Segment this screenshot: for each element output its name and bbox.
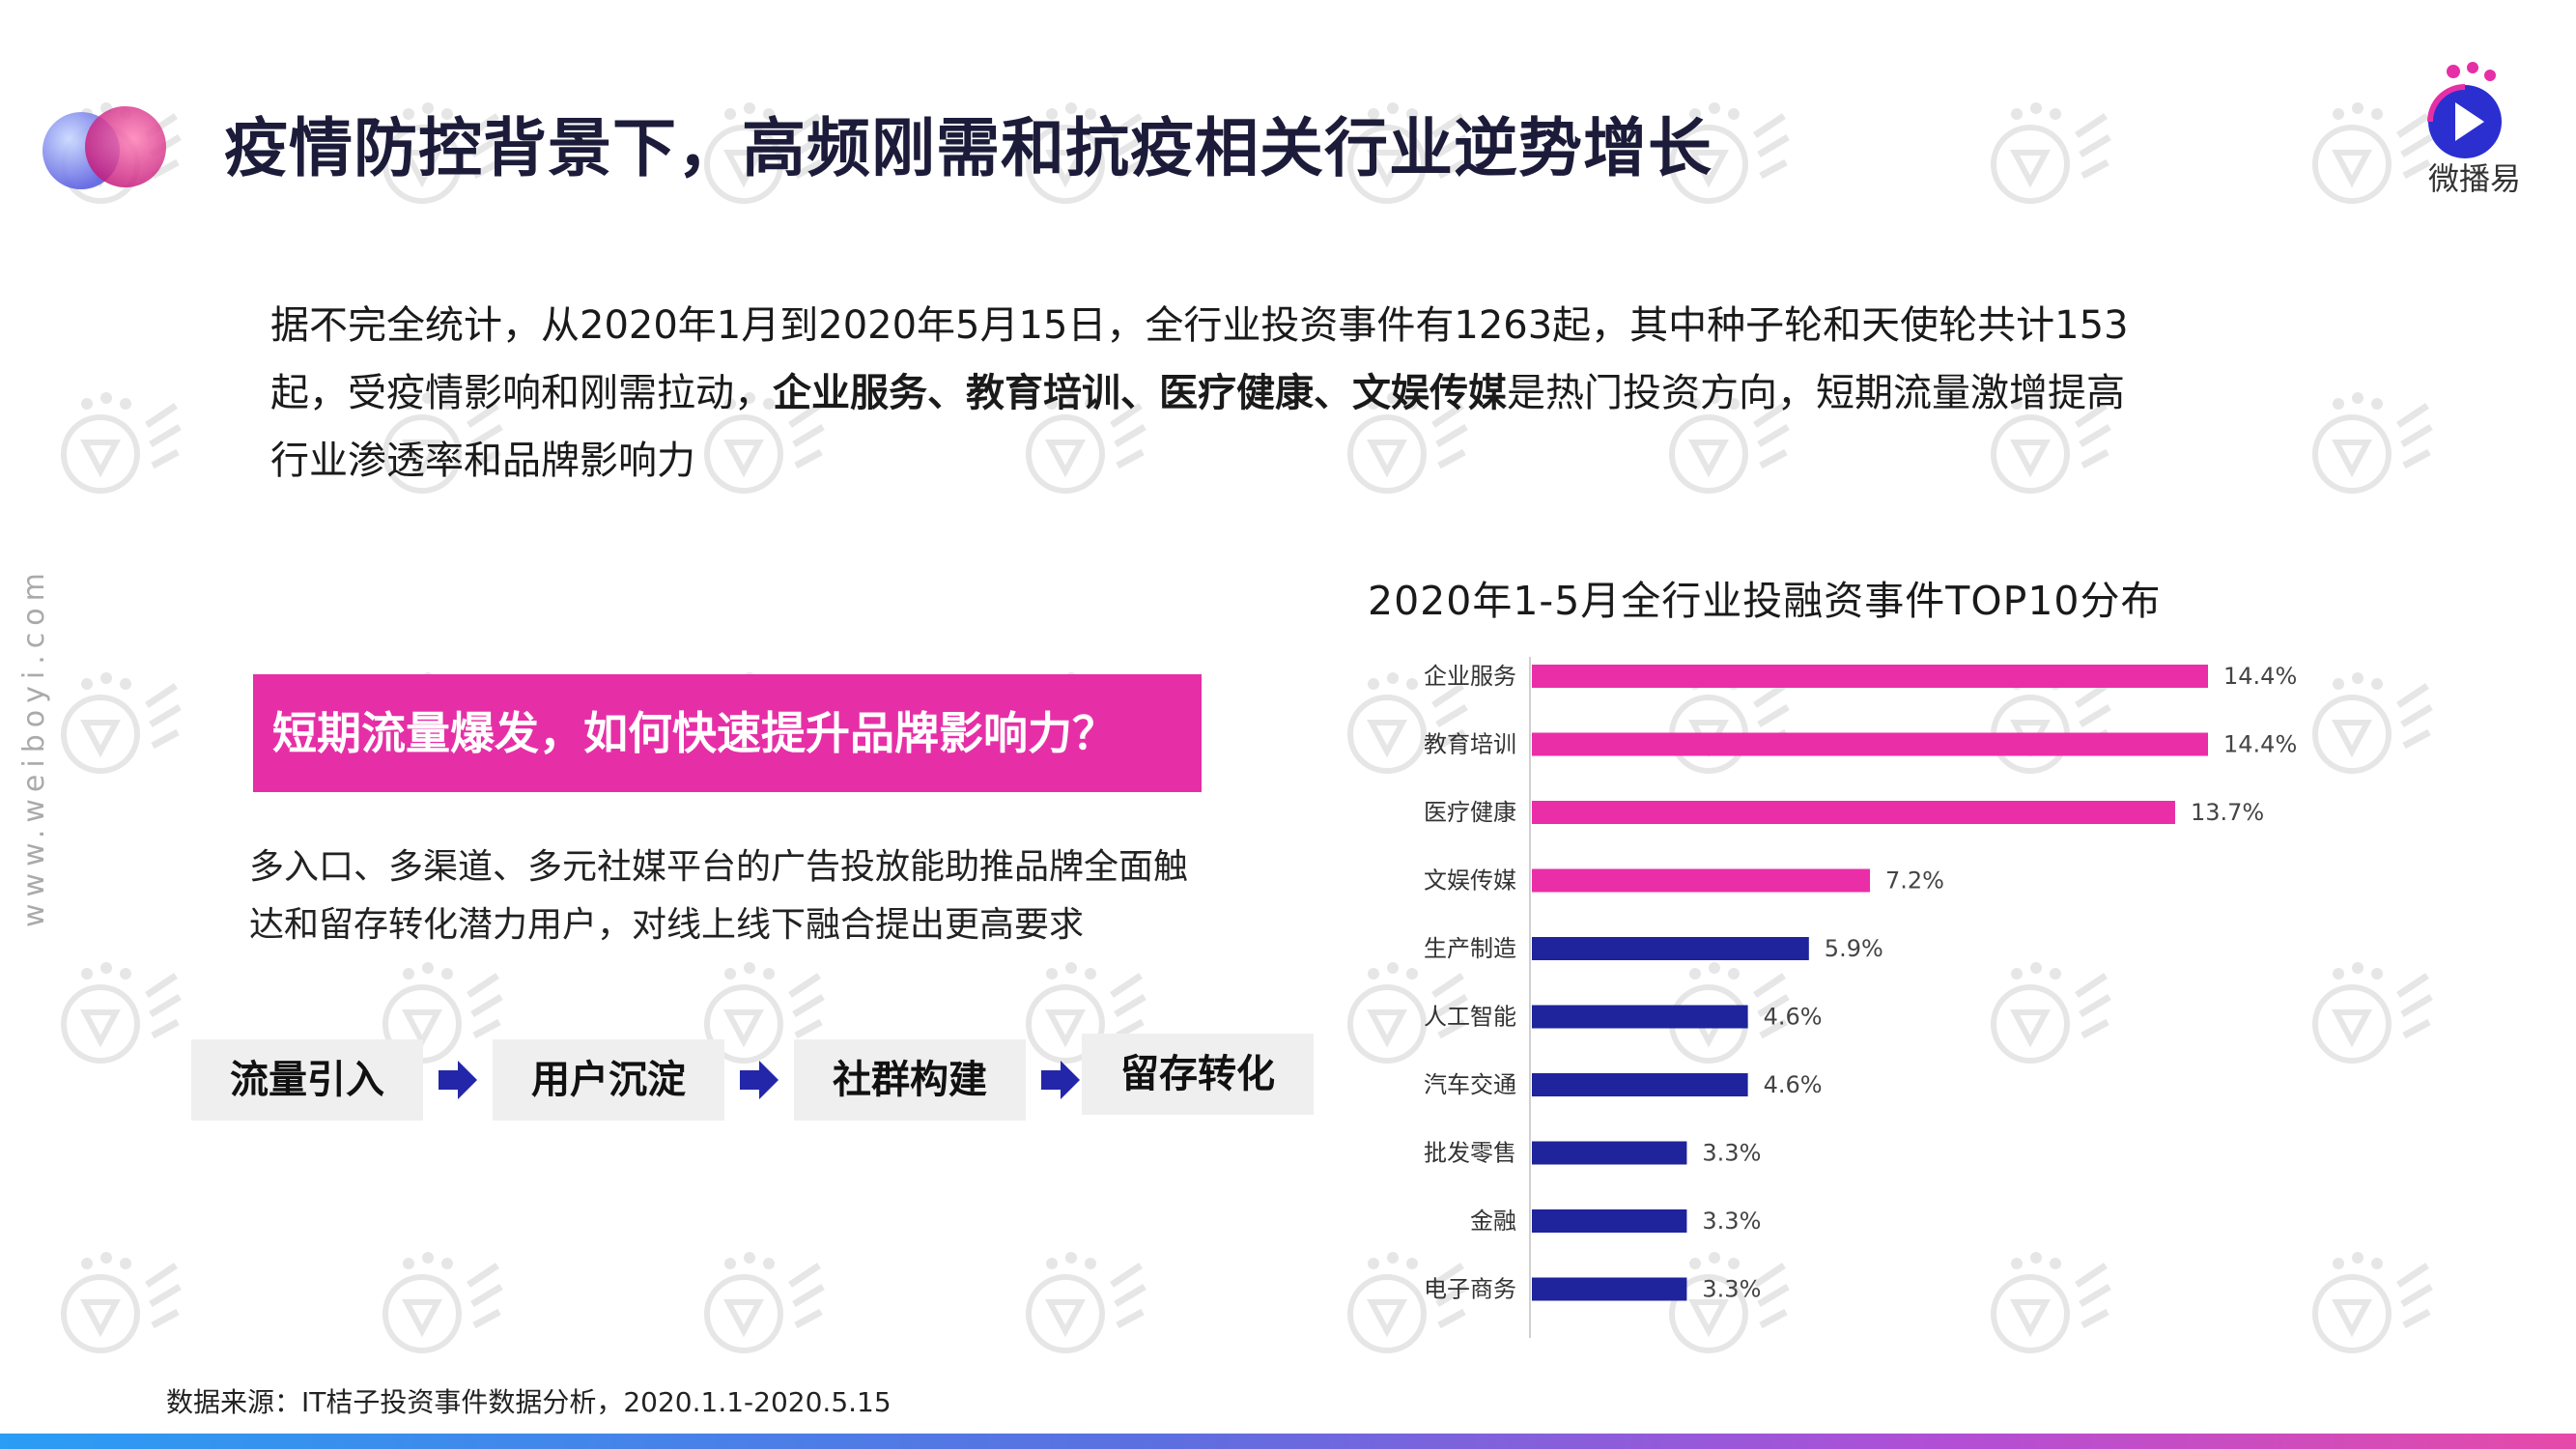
intro-hot-sectors: 企业服务、教育培训、医疗健康、文娱传媒 [773,371,1507,415]
flow-step-community: 社群构建 [794,1039,1026,1121]
description-line-2: 达和留存转化潜力用户，对线上线下融合提出更高要求 [249,905,1085,945]
title-orb-icon [42,106,166,189]
side-url: www.weiboyi.com [17,566,51,927]
chart-title: 2020年1-5月全行业投融资事件TOP10分布 [1368,578,2162,624]
page-title: 疫情防控背景下，高频刚需和抗疫相关行业逆势增长 [224,111,1713,185]
bar [1532,1005,1748,1029]
intro-line-2-post: 是热门投资方向，短期流量激增提高 [1507,371,2125,415]
flow-step-traffic: 流量引入 [191,1039,423,1121]
question-banner: 短期流量爆发，如何快速提升品牌影响力？ [253,674,1202,792]
bar [1532,937,1809,960]
category-label: 生产制造 [1424,935,1516,962]
watermark-icon [380,1246,505,1372]
intro-line-2-pre: 起，受疫情影响和刚需拉动， [270,371,773,415]
intro-line-3: 行业渗透率和品牌影响力 [270,439,695,483]
value-label: 7.2% [1885,867,1944,895]
data-source: 数据来源：IT桔子投资事件数据分析，2020.1.1-2020.5.15 [166,1386,892,1418]
bar [1532,1141,1687,1165]
flow-step-retention: 用户沉淀 [493,1039,724,1121]
bar [1532,868,1870,893]
bottom-gradient-bar [0,1434,2576,1449]
logo-text: 微播易 [2427,160,2521,197]
category-label: 汽车交通 [1424,1071,1516,1098]
watermark-icon [58,386,184,512]
watermark-icon [2309,386,2435,512]
intro-line-1: 据不完全统计，从2020年1月到2020年5月15日，全行业投资事件有1263起… [270,303,2129,348]
value-label: 3.3% [1702,1140,1761,1167]
bar [1532,1209,1687,1233]
bar-chart: 企业服务 14.4% 教育培训 14.4% 医疗健康 13.7% 文娱传媒 7.2% 生产制造 5… [1424,657,2297,1338]
question-text: 短期流量爆发，如何快速提升品牌影响力？ [272,707,1117,759]
value-label: 4.6% [1764,1004,1823,1031]
watermark-icon [1023,1246,1148,1372]
value-label: 14.4% [2223,663,2297,690]
category-label: 教育培训 [1424,731,1516,758]
value-label: 3.3% [1702,1208,1761,1235]
bar [1532,665,2208,688]
watermark-icon [58,956,184,1082]
arrow-right-icon [740,1061,778,1099]
category-label: 金融 [1470,1208,1516,1235]
intro-paragraph: 据不完全统计，从2020年1月到2020年5月15日，全行业投资事件有1263起… [270,292,2299,495]
arrow-right-icon [439,1061,477,1099]
bar [1532,801,2175,824]
value-label: 5.9% [1825,935,1883,962]
category-label: 电子商务 [1424,1276,1516,1303]
category-label: 人工智能 [1424,1004,1516,1031]
bar [1532,732,2208,756]
value-label: 14.4% [2223,731,2297,758]
description: 多入口、多渠道、多元社媒平台的广告投放能助推品牌全面触 达和留存转化潜力用户，对… [249,838,1273,954]
watermark-icon [58,667,184,792]
arrow-right-icon [1041,1061,1080,1099]
category-label: 医疗健康 [1424,799,1516,826]
value-label: 13.7% [2191,799,2264,826]
weiboyi-logo-icon [2427,62,2502,158]
intro-line-2: 起，受疫情影响和刚需拉动，企业服务、教育培训、医疗健康、文娱传媒是热门投资方向，… [270,359,2299,427]
watermark-icon [1988,97,2113,222]
value-label: 3.3% [1702,1276,1761,1303]
watermark-icon [701,1246,827,1372]
flow-step-conversion: 留存转化 [1082,1034,1314,1115]
watermark-icon [58,1246,184,1372]
category-label: 文娱传媒 [1424,867,1516,895]
bar [1532,1073,1748,1096]
category-label: 批发零售 [1424,1140,1516,1167]
category-label: 企业服务 [1424,663,1516,690]
bar [1532,1277,1687,1301]
description-line-1: 多入口、多渠道、多元社媒平台的广告投放能助推品牌全面触 [249,847,1189,887]
value-label: 4.6% [1764,1071,1823,1098]
